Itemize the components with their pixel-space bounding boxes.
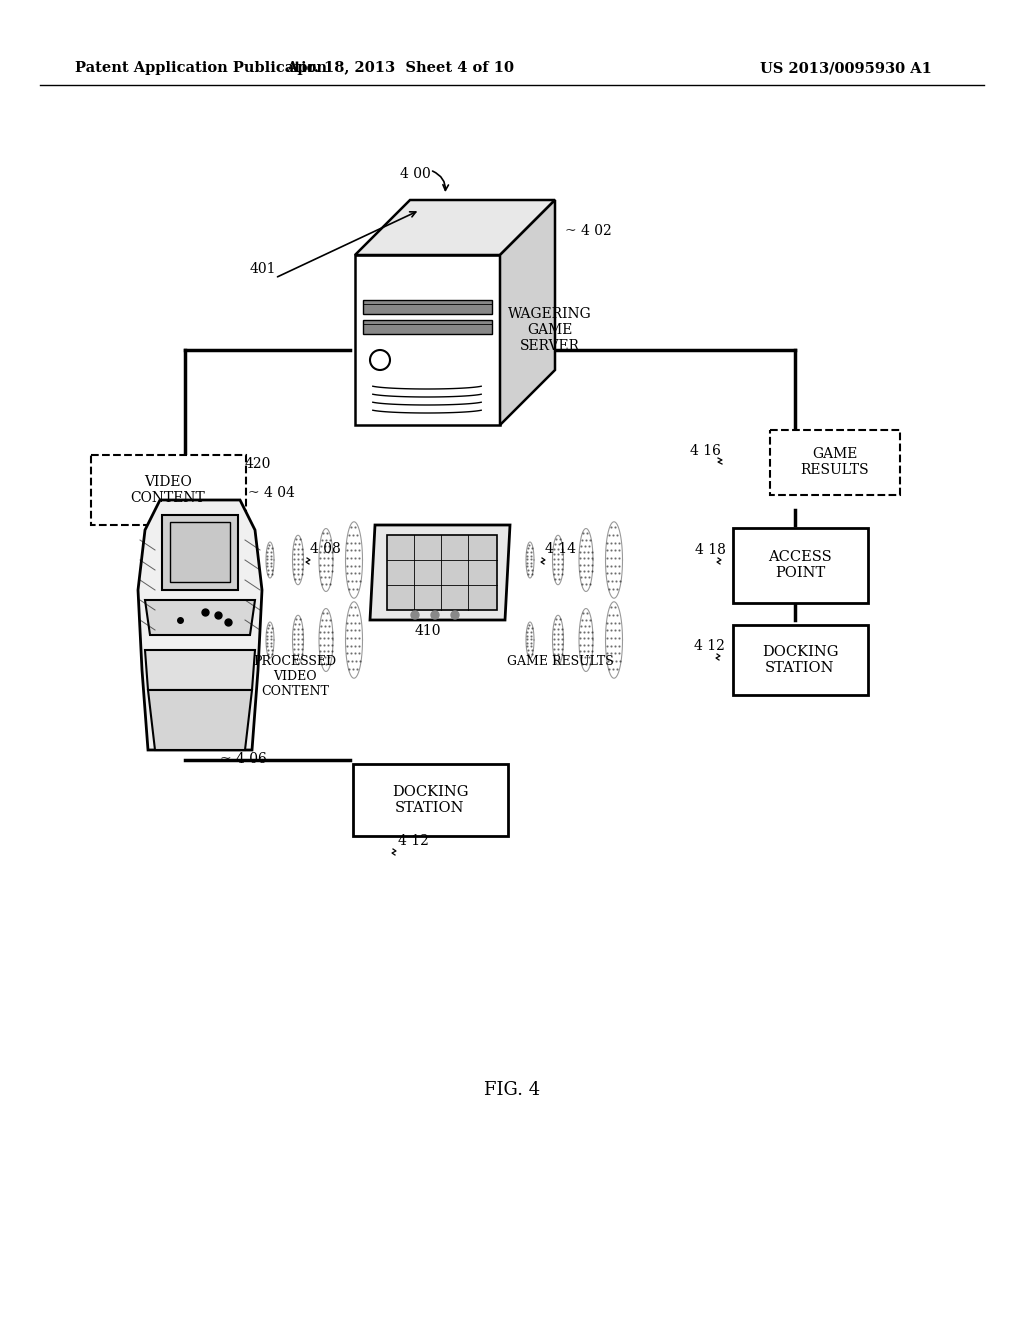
Text: US 2013/0095930 A1: US 2013/0095930 A1 [760,61,932,75]
Text: 4 12: 4 12 [398,834,429,847]
Polygon shape [500,201,555,425]
Text: Apr. 18, 2013  Sheet 4 of 10: Apr. 18, 2013 Sheet 4 of 10 [286,61,514,75]
Bar [170,521,230,582]
Bar [733,528,868,603]
Bar [362,300,492,314]
Text: PROCESSED
VIDEO
CONTENT: PROCESSED VIDEO CONTENT [253,655,337,698]
Circle shape [431,611,439,619]
Text: ACCESS
POINT: ACCESS POINT [768,550,831,579]
Text: 420: 420 [245,457,271,471]
Text: WAGERING
GAME
SERVER: WAGERING GAME SERVER [508,306,592,354]
Polygon shape [355,255,500,425]
Text: Patent Application Publication: Patent Application Publication [75,61,327,75]
Bar [387,535,497,610]
Text: 4 12: 4 12 [694,639,725,653]
Text: ~ 4 04: ~ 4 04 [248,486,295,500]
Text: VIDEO
CONTENT: VIDEO CONTENT [131,475,206,506]
Text: GAME
RESULTS: GAME RESULTS [801,447,869,477]
Text: ~ 4 06: ~ 4 06 [220,752,266,766]
Text: GAME RESULTS: GAME RESULTS [507,655,613,668]
Text: FIG. 4: FIG. 4 [484,1081,540,1100]
Text: 4 00: 4 00 [400,168,431,181]
Text: 4 08: 4 08 [310,543,341,556]
Text: 4 16: 4 16 [690,444,721,458]
Polygon shape [145,649,255,690]
Bar [733,624,868,696]
Text: 401: 401 [250,261,276,276]
Polygon shape [355,201,555,255]
Bar [362,319,492,334]
Text: 4 18: 4 18 [695,543,726,557]
Text: 4 14: 4 14 [545,543,575,556]
Polygon shape [148,690,252,750]
Text: 410: 410 [415,624,441,638]
Text: ~ 4 02: ~ 4 02 [565,224,611,238]
Text: DOCKING
STATION: DOCKING STATION [392,785,468,814]
Circle shape [411,611,419,619]
Polygon shape [370,525,510,620]
Circle shape [451,611,459,619]
Polygon shape [138,500,262,750]
Bar [353,764,508,836]
Bar [162,515,238,590]
Bar [91,455,246,525]
Polygon shape [145,601,255,635]
Bar [770,430,900,495]
Text: DOCKING
STATION: DOCKING STATION [762,645,839,675]
